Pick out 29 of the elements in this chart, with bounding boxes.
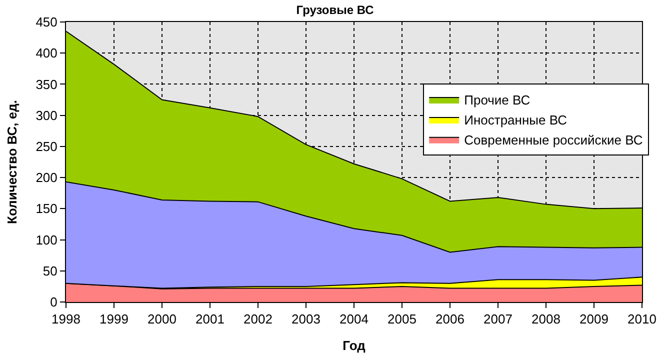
x-tick-label: 2004 [340,312,368,327]
y-tick-label: 450 [36,14,58,30]
x-tick-label: 2000 [148,312,176,327]
y-tick-label: 100 [36,232,58,248]
x-tick-label: 2008 [532,312,560,327]
y-tick-label: 400 [36,46,58,61]
legend-label: Иностранные ВС [464,112,567,128]
x-tick-label: 1998 [52,312,80,327]
y-tick-label: 300 [36,108,58,123]
y-tick-label: 350 [36,76,58,92]
y-tick-label: 200 [36,170,58,186]
x-tick-label: 2003 [292,312,320,327]
y-tick-label: 250 [36,138,58,154]
x-tick-label: 2009 [580,312,608,327]
x-tick-label: 2006 [436,312,464,327]
y-axis-title: Количество ВС, ед. [4,100,20,224]
x-tick-label: 1999 [100,312,128,327]
x-tick-label: 2001 [196,312,224,327]
y-tick-label: 50 [42,263,58,278]
x-tick-label: 2005 [388,312,416,327]
legend-label: Современные российские ВС [464,132,643,148]
x-tick-label: 2007 [484,312,512,327]
x-tick-label: 2010 [628,312,656,327]
y-tick-label: 0 [50,294,58,310]
chart-title: Грузовые ВС [296,2,374,17]
x-axis-title: Год [342,338,366,354]
legend-label: Прочие ВС [464,92,530,108]
y-tick-label: 150 [36,201,58,216]
x-tick-label: 2002 [244,312,272,327]
